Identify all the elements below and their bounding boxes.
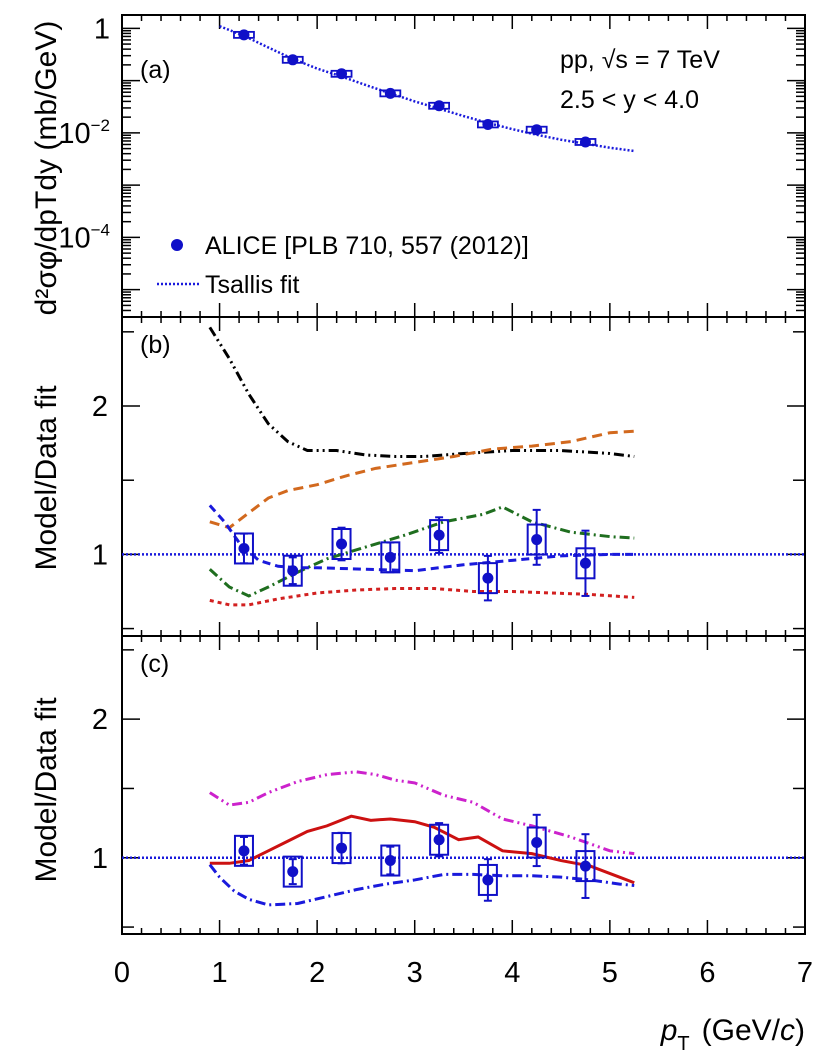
panel-a-data-point [287, 54, 299, 66]
panel-b-data-point [238, 542, 250, 554]
panel-c-curve-red-solid [209, 814, 635, 885]
y-axis-title-c: Model/Data fit [30, 697, 63, 883]
x-tick-label: 6 [699, 957, 715, 989]
panel-a-data-point [238, 29, 250, 41]
panel-c-curve-magenta-dash-dot [209, 770, 635, 856]
panel-c-data-point [238, 845, 250, 857]
panel-b-frame [121, 316, 806, 637]
tick-mantissa: 1 [94, 13, 110, 45]
panel-c-frame [121, 635, 806, 935]
panel-a-data-point [482, 118, 494, 130]
x-axis-title: pT (GeV/c) [660, 1014, 805, 1055]
panel-b-curve-orange-dashed [209, 429, 635, 530]
panel-a-data-point [531, 124, 543, 136]
legend-label-data: ALICE [PLB 710, 557 (2012)] [205, 232, 529, 260]
panel-b-curve-red-dotted [209, 587, 635, 607]
x-tick-label: 7 [797, 957, 813, 989]
annotation-rapidity: 2.5 < y < 4.0 [560, 86, 699, 114]
y-axis-title-a: d²σφ/dpTdy (mb/GeV) [30, 21, 63, 316]
panel-a-data-point [384, 87, 396, 99]
x-axis-var: p [660, 1014, 678, 1047]
tick-exponent: −4 [91, 220, 110, 239]
panel-c-data-point [531, 837, 543, 849]
panel-b-data-point [482, 572, 494, 584]
panel-a-ytick-label: 10−2 [58, 116, 110, 150]
panel-b-data-point [336, 538, 348, 550]
panel-b-data-point [287, 565, 299, 577]
panel-b-data-point [433, 529, 445, 541]
legend-marker-data [171, 239, 183, 251]
panel-b-curve-blue-dashed [208, 504, 635, 573]
panel-c-curve-blue-dash-dot [208, 863, 635, 907]
panel-c-data-point [287, 866, 299, 878]
annotation-collision: pp, √s = 7 TeV [560, 46, 720, 74]
panel-c-label: (c) [140, 650, 169, 678]
panel-c-sys-box [233, 834, 254, 867]
x-tick-label: 0 [114, 957, 130, 989]
tick-mantissa: 10 [58, 118, 90, 150]
y-axis-title-b: Model/Data fit [30, 385, 63, 571]
legend-label-fit: Tsallis fit [205, 271, 300, 299]
panel-c-sys-box [282, 855, 303, 888]
panel-a-ytick-label: 10−4 [58, 220, 110, 254]
panel-b-label: (b) [140, 331, 171, 359]
panel-b-data-point [531, 534, 543, 546]
x-tick-label: 4 [504, 957, 520, 989]
x-tick-label: 2 [309, 957, 325, 989]
x-tick-label: 1 [212, 957, 228, 989]
panel-b-data-point [579, 557, 591, 569]
panel-b-curve-black-dash-dot [208, 326, 635, 458]
x-axis-sub: T [677, 1033, 689, 1055]
x-tick-label: 3 [407, 957, 423, 989]
panel-b-sys-box [282, 554, 303, 587]
panel-b-curve-green-dash-dot [208, 505, 635, 598]
panel-c-plot [122, 770, 805, 907]
panel-c-data-point [384, 855, 396, 867]
panel-c-data-point [579, 860, 591, 872]
panel-a-ytick-label: 1 [94, 13, 110, 45]
x-axis-unit-pre: (GeV/ [702, 1014, 781, 1047]
panel-b-ytick-label: 2 [92, 391, 108, 423]
tick-mantissa: 10 [58, 222, 90, 254]
panel-c-data-point [433, 834, 445, 846]
panel-c-data-point [336, 842, 348, 854]
panel-b-data-point [384, 551, 396, 563]
panel-c-ytick-label: 2 [92, 704, 108, 736]
tick-exponent: −2 [91, 116, 110, 135]
tsallis-fit-line [219, 25, 635, 153]
panel-b-plot [122, 326, 805, 607]
x-axis-unit-c: c [780, 1014, 795, 1047]
x-axis-unit-post: ) [795, 1014, 805, 1047]
panel-a-data-point [336, 68, 348, 80]
panel-a-plot [219, 25, 635, 153]
panel-c-data-point [482, 874, 494, 886]
panel-c-sys-box [380, 844, 401, 877]
x-tick-label: 5 [602, 957, 618, 989]
panel-c-ytick-label: 1 [92, 843, 108, 875]
panel-a-data-point [433, 100, 445, 112]
panel-a-data-point [579, 136, 591, 148]
panel-a-label: (a) [140, 56, 171, 84]
panel-b-ytick-label: 1 [92, 539, 108, 571]
